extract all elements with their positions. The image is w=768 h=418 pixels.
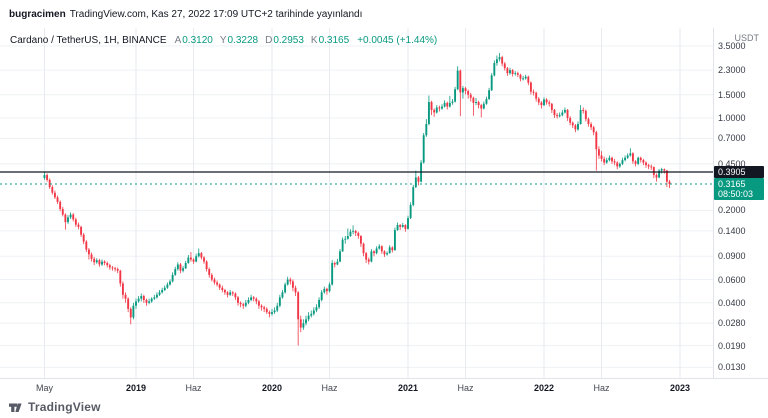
last-price-value: 0.3165 xyxy=(718,179,746,189)
price-axis-label: 0.0400 xyxy=(718,297,746,308)
price-axis-label: 0.2000 xyxy=(718,205,746,216)
price-axis-label: 1.5000 xyxy=(718,89,746,100)
low-label: D xyxy=(265,35,273,46)
close-label: K xyxy=(310,35,318,46)
time-axis-label: 2020 xyxy=(261,383,283,393)
price-axis-label: 0.0280 xyxy=(718,318,746,329)
low-value: 0.2953 xyxy=(273,35,304,46)
time-axis-label: Haz xyxy=(185,383,202,393)
time-axis-label: 2019 xyxy=(125,383,147,393)
tradingview-brand-text: TradingView xyxy=(28,400,101,414)
price-axis-label: 0.7000 xyxy=(718,133,746,144)
tradingview-logo-icon xyxy=(9,403,22,412)
tradingview-attribution[interactable]: TradingView xyxy=(8,397,101,417)
hline-price-badge[interactable]: 0.3905 xyxy=(714,166,764,178)
publish-banner-text: TradingView.com, Kas 27, 2022 17:09 UTC+… xyxy=(69,8,363,20)
time-axis-label: Haz xyxy=(593,383,610,393)
time-axis-label: 2021 xyxy=(397,383,419,393)
price-axis-label: 2.3000 xyxy=(718,65,746,76)
symbol-legend[interactable]: Cardano / TetherUS, 1H, BINANCE A 0.3120 … xyxy=(10,35,437,46)
candlestick-plot[interactable] xyxy=(0,28,714,378)
publish-banner: bugracimen TradingView.com, Kas 27, 2022… xyxy=(0,0,768,28)
price-axis[interactable]: USDT 0.3905 0.3165 08:50:03 3.5000 2.3000… xyxy=(713,28,768,378)
publisher-username: bugracimen xyxy=(9,8,66,20)
price-axis-label: 1.0000 xyxy=(718,113,746,123)
price-axis-unit: USDT xyxy=(734,33,760,43)
price-axis-label: 3.5000 xyxy=(718,41,746,51)
time-axis-label: 2022 xyxy=(533,383,555,393)
high-label: Y xyxy=(219,35,227,46)
time-axis-label: Haz xyxy=(457,383,474,393)
high-value: 0.3228 xyxy=(227,35,259,46)
price-axis-label: 0.0900 xyxy=(718,251,746,262)
time-axis-label: Haz xyxy=(321,383,338,393)
price-change: +0.0045 (+1.44%) xyxy=(357,35,438,46)
price-axis-label: 0.0130 xyxy=(718,362,746,373)
close-value: 0.3165 xyxy=(318,35,350,46)
open-value: 0.3120 xyxy=(182,35,213,46)
time-axis-label: 2023 xyxy=(669,383,691,393)
last-price-badge[interactable]: 0.3165 08:50:03 xyxy=(714,178,764,200)
ohlc-values: A 0.3120 Y 0.3228 D 0.2953 K 0.3165 xyxy=(175,35,350,46)
hline-price-value: 0.3905 xyxy=(718,167,746,177)
price-axis-label: 0.0600 xyxy=(718,274,746,285)
price-axis-label: 0.0190 xyxy=(718,340,746,351)
time-axis-label: May xyxy=(35,383,54,393)
price-axis-label: 0.4500 xyxy=(718,158,746,169)
open-label: A xyxy=(174,35,182,46)
symbol-title[interactable]: Cardano / TetherUS, 1H, BINANCE xyxy=(10,35,167,46)
price-axis-label: 0.1400 xyxy=(718,225,746,236)
chart-area[interactable] xyxy=(0,28,714,378)
bar-countdown: 08:50:03 xyxy=(718,189,754,199)
time-axis[interactable]: May 2019 Haz 2020 Haz 2021 Haz 2022 Haz 2023 xyxy=(0,378,768,400)
